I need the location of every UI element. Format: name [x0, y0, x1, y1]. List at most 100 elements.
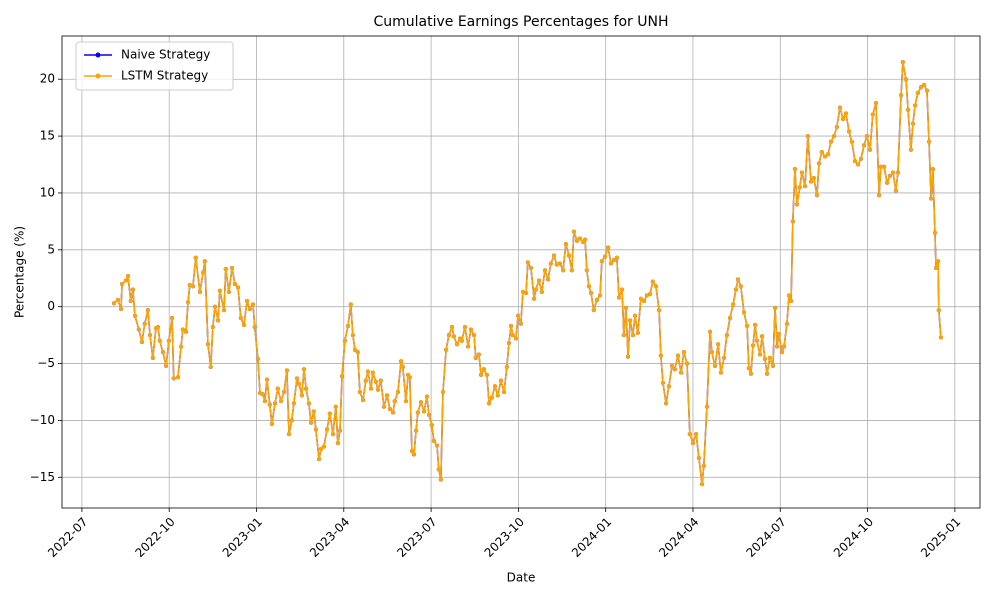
data-point — [843, 111, 848, 116]
data-point — [922, 82, 927, 87]
data-point — [440, 389, 445, 394]
data-point — [722, 355, 727, 360]
data-point — [762, 357, 767, 362]
data-point — [190, 284, 195, 289]
data-point — [773, 305, 778, 310]
data-point — [792, 167, 797, 172]
data-point — [754, 338, 759, 343]
y-tick-label: 5 — [47, 242, 55, 256]
data-point — [451, 334, 456, 339]
data-point — [175, 375, 180, 380]
data-point — [906, 107, 911, 112]
data-point — [230, 266, 235, 271]
data-point — [924, 88, 929, 93]
data-point — [212, 304, 217, 309]
data-point — [183, 329, 188, 334]
data-point — [399, 359, 404, 364]
data-point — [608, 261, 613, 266]
data-point — [887, 173, 892, 178]
data-point — [150, 355, 155, 360]
legend-marker — [95, 73, 101, 79]
data-point — [157, 338, 162, 343]
data-point — [395, 389, 400, 394]
data-point — [208, 364, 213, 369]
data-point — [612, 258, 617, 263]
data-point — [679, 370, 684, 375]
data-point — [532, 296, 537, 301]
data-point — [524, 291, 529, 296]
data-point — [361, 397, 365, 402]
data-point — [546, 277, 551, 282]
data-point — [868, 147, 873, 152]
data-point — [758, 352, 763, 357]
data-point — [247, 306, 252, 311]
data-point — [335, 441, 340, 446]
data-point — [767, 355, 772, 360]
data-point — [481, 367, 486, 372]
data-point — [814, 193, 819, 198]
data-point — [837, 105, 842, 110]
data-point — [123, 278, 128, 283]
data-point — [330, 432, 335, 437]
data-point — [126, 273, 130, 278]
data-point — [644, 293, 649, 298]
data-point — [495, 393, 500, 398]
data-point — [357, 389, 362, 394]
data-point — [518, 321, 523, 326]
data-point — [273, 401, 277, 406]
data-point — [295, 376, 299, 381]
data-point — [139, 339, 144, 344]
data-point — [166, 338, 171, 343]
data-point — [299, 393, 304, 398]
data-point — [731, 302, 736, 307]
data-point — [498, 378, 503, 383]
data-point — [284, 368, 289, 373]
data-point — [193, 255, 198, 260]
data-point — [598, 293, 603, 298]
data-point — [333, 404, 338, 409]
data-point — [653, 284, 658, 289]
legend-box — [75, 41, 234, 91]
data-point — [466, 344, 471, 349]
axes-frame — [61, 35, 981, 509]
data-point — [780, 350, 785, 355]
data-point — [630, 333, 635, 338]
data-point — [264, 377, 269, 382]
data-point — [304, 386, 309, 391]
data-point — [934, 266, 938, 271]
data-point — [895, 170, 900, 175]
data-point — [633, 313, 638, 318]
data-point — [548, 261, 553, 266]
data-point — [520, 289, 525, 294]
chart-title: Cumulative Earnings Percentages for UNH — [373, 14, 668, 30]
data-point — [533, 287, 538, 292]
data-point — [201, 270, 206, 275]
data-point — [468, 327, 473, 332]
data-point — [378, 378, 383, 383]
data-point — [599, 259, 604, 264]
data-point — [411, 452, 416, 457]
data-point — [716, 342, 721, 347]
data-point — [381, 404, 386, 409]
data-point — [513, 336, 518, 341]
data-point — [648, 292, 653, 297]
data-point — [700, 482, 705, 487]
data-point — [407, 375, 412, 380]
data-point — [594, 297, 599, 302]
data-point — [400, 364, 405, 369]
data-point — [476, 352, 481, 357]
data-point — [650, 279, 655, 284]
data-point — [489, 395, 494, 400]
data-point — [746, 366, 751, 371]
data-point — [913, 103, 918, 108]
data-point — [160, 350, 165, 355]
y-tick-label: 10 — [40, 185, 55, 199]
data-point — [687, 432, 692, 437]
data-point — [255, 357, 260, 362]
data-point — [672, 367, 677, 372]
data-point — [878, 164, 883, 169]
data-point — [278, 399, 283, 404]
data-point — [291, 401, 296, 406]
data-point — [658, 353, 663, 358]
data-point — [862, 143, 867, 148]
